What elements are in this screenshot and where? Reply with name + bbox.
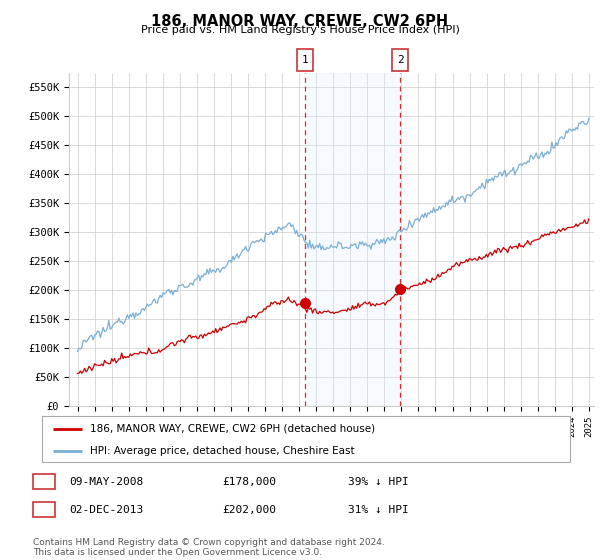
Text: £202,000: £202,000: [222, 505, 276, 515]
Text: 02-DEC-2013: 02-DEC-2013: [69, 505, 143, 515]
Text: 186, MANOR WAY, CREWE, CW2 6PH (detached house): 186, MANOR WAY, CREWE, CW2 6PH (detached…: [89, 424, 374, 434]
Text: HPI: Average price, detached house, Cheshire East: HPI: Average price, detached house, Ches…: [89, 446, 354, 455]
Text: £178,000: £178,000: [222, 477, 276, 487]
Text: Price paid vs. HM Land Registry's House Price Index (HPI): Price paid vs. HM Land Registry's House …: [140, 25, 460, 35]
Text: 2: 2: [397, 55, 403, 65]
Text: 186, MANOR WAY, CREWE, CW2 6PH: 186, MANOR WAY, CREWE, CW2 6PH: [151, 14, 449, 29]
Text: 1: 1: [302, 55, 308, 65]
Text: 31% ↓ HPI: 31% ↓ HPI: [348, 505, 409, 515]
Bar: [305, 73, 400, 406]
Text: Contains HM Land Registry data © Crown copyright and database right 2024.
This d: Contains HM Land Registry data © Crown c…: [33, 538, 385, 557]
Text: 2: 2: [40, 505, 47, 515]
Text: 1: 1: [40, 477, 47, 487]
Text: 09-MAY-2008: 09-MAY-2008: [69, 477, 143, 487]
Text: 39% ↓ HPI: 39% ↓ HPI: [348, 477, 409, 487]
